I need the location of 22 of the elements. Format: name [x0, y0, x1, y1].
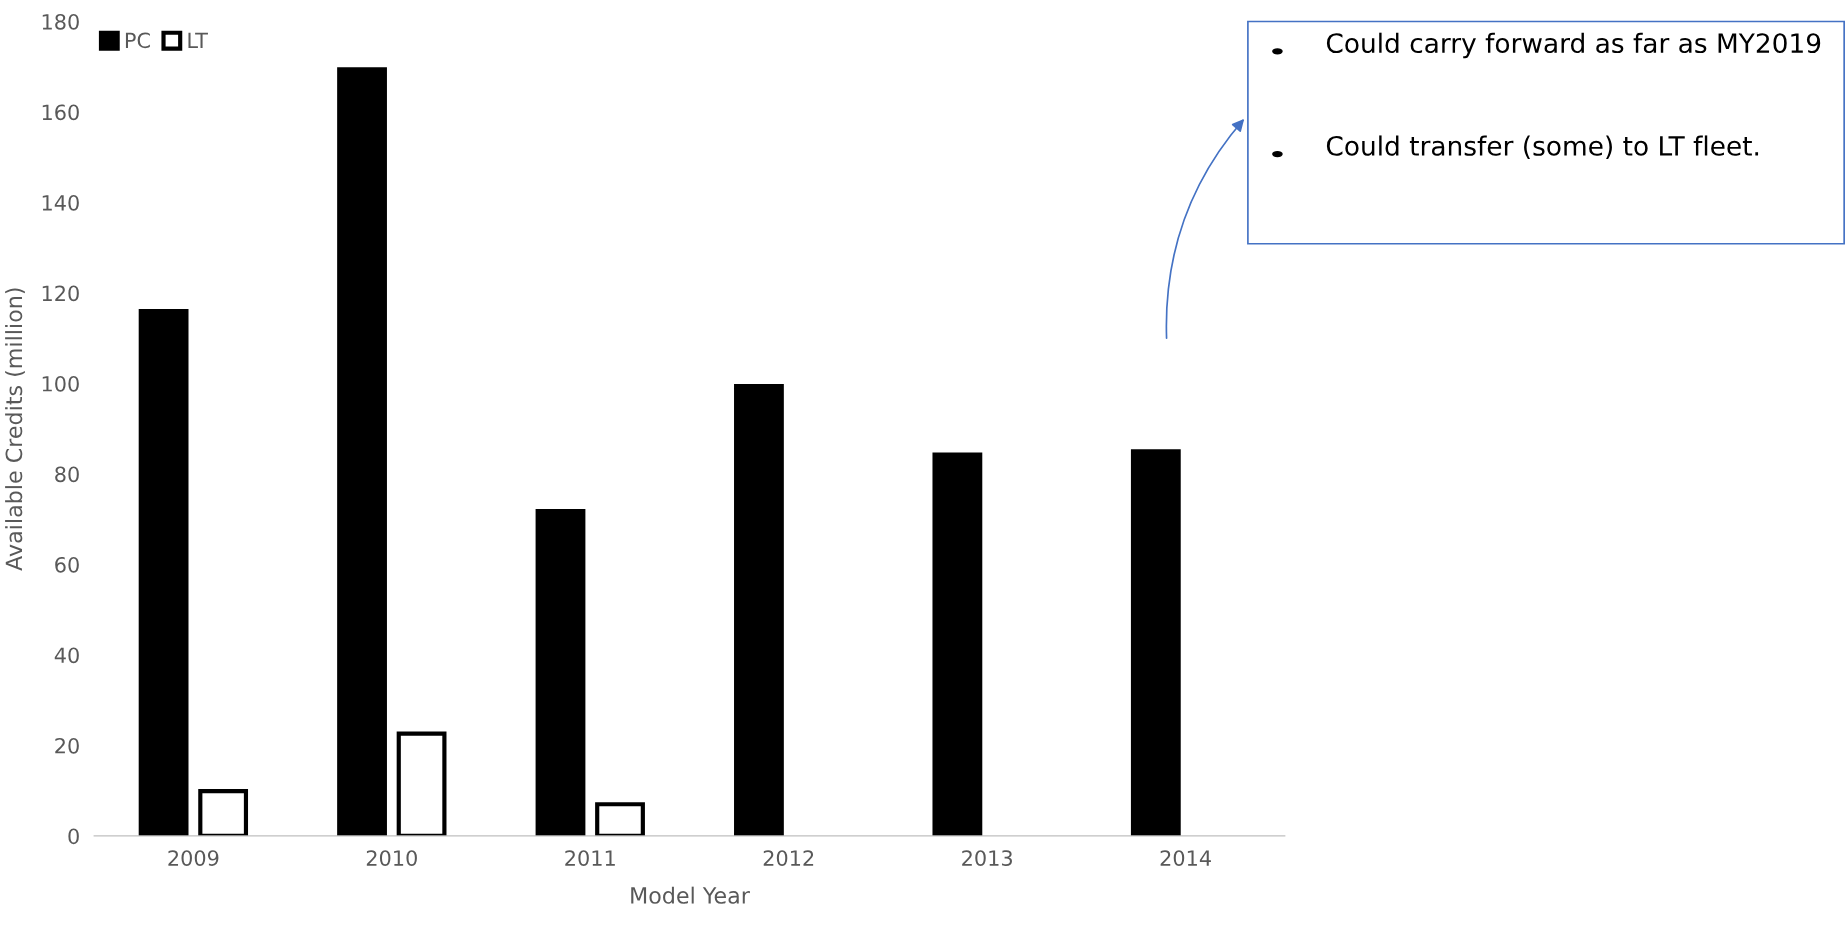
y-tick-label: 120 [42, 285, 79, 302]
legend-label: LT [188, 32, 208, 48]
x-tick-label: 2011 [565, 850, 615, 866]
y-tick-label: 20 [55, 737, 79, 754]
y-axis-title: Available Credits (million) [5, 288, 25, 571]
text: Could transfer (some) to LT fleet. [1326, 135, 1759, 159]
x-tick-label: 2009 [168, 850, 219, 866]
x-tick-label: 2012 [763, 850, 814, 866]
y-tick-label: 160 [42, 104, 79, 121]
y-tick-label: 100 [42, 375, 79, 392]
x-axis-title: Model Year [631, 886, 750, 904]
y-tick-label: 0 [68, 828, 79, 845]
legend-label: PC [125, 32, 150, 49]
x-tick-label: 2010 [366, 850, 417, 866]
y-tick-label: 60 [55, 556, 79, 573]
y-tick-label: 180 [42, 13, 79, 30]
x-tick-label: 2013 [962, 850, 1012, 866]
x-tick-label: 2014 [1160, 850, 1211, 866]
y-tick-label: 140 [42, 194, 79, 211]
y-tick-label: 40 [54, 647, 79, 664]
text: Could carry forward as far as MY2019 [1326, 32, 1821, 59]
y-tick-label: 80 [55, 466, 79, 483]
